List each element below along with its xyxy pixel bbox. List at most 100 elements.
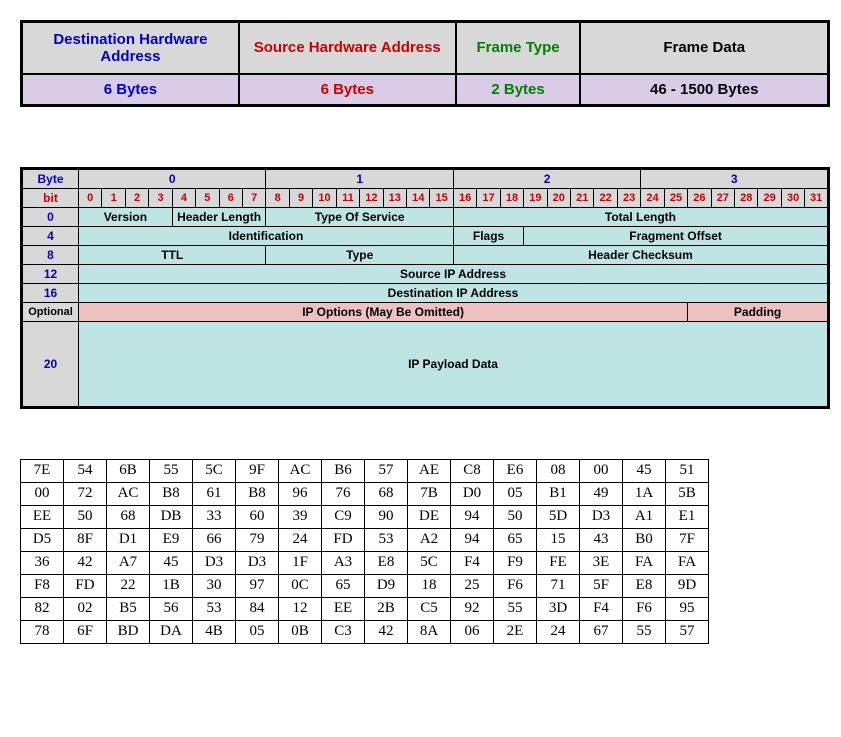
ip-bit-23: 23 bbox=[617, 188, 640, 207]
ip-bit-29: 29 bbox=[758, 188, 781, 207]
hex-cell: 9F bbox=[236, 459, 279, 482]
hex-cell: E9 bbox=[150, 528, 193, 551]
hex-cell: D0 bbox=[451, 482, 494, 505]
ip-byte-2: 2 bbox=[453, 168, 640, 188]
hex-cell: 2E bbox=[494, 620, 537, 643]
ip-byte-1: 1 bbox=[266, 168, 453, 188]
ip-field-flags: Flags bbox=[453, 226, 523, 245]
ip-field-ip-options-may-be-omitted-: IP Options (May Be Omitted) bbox=[79, 302, 688, 321]
hex-cell: F4 bbox=[451, 551, 494, 574]
hex-cell: 15 bbox=[537, 528, 580, 551]
hex-cell: 3D bbox=[537, 597, 580, 620]
hex-cell: FA bbox=[666, 551, 709, 574]
hex-cell: F4 bbox=[580, 597, 623, 620]
ip-field-ttl: TTL bbox=[79, 245, 266, 264]
ip-field-header-checksum: Header Checksum bbox=[453, 245, 828, 264]
hex-cell: 92 bbox=[451, 597, 494, 620]
hex-cell: 08 bbox=[537, 459, 580, 482]
hex-cell: 50 bbox=[494, 505, 537, 528]
hex-cell: 7E bbox=[21, 459, 64, 482]
ip-row-label-8: 8 bbox=[22, 245, 79, 264]
hex-cell: A1 bbox=[623, 505, 666, 528]
ip-bit-11: 11 bbox=[336, 188, 359, 207]
hex-cell: 42 bbox=[365, 620, 408, 643]
hex-cell: 18 bbox=[408, 574, 451, 597]
ip-row-label-4: 4 bbox=[22, 226, 79, 245]
eth-field-2: Frame Type bbox=[456, 22, 581, 74]
hex-cell: 1F bbox=[279, 551, 322, 574]
ip-field-type-of-service: Type Of Service bbox=[266, 207, 453, 226]
ip-bit-27: 27 bbox=[711, 188, 734, 207]
hex-cell: 65 bbox=[494, 528, 537, 551]
ip-bit-24: 24 bbox=[641, 188, 664, 207]
hex-cell: AC bbox=[107, 482, 150, 505]
hex-cell: 56 bbox=[150, 597, 193, 620]
hex-cell: 7B bbox=[408, 482, 451, 505]
hex-cell: AC bbox=[279, 459, 322, 482]
hex-cell: D1 bbox=[107, 528, 150, 551]
ip-bit-8: 8 bbox=[266, 188, 289, 207]
hex-cell: 8A bbox=[408, 620, 451, 643]
ip-bit-15: 15 bbox=[430, 188, 453, 207]
ip-bit-13: 13 bbox=[383, 188, 406, 207]
hex-cell: D3 bbox=[193, 551, 236, 574]
ip-bit-12: 12 bbox=[360, 188, 383, 207]
hex-cell: 53 bbox=[193, 597, 236, 620]
hex-cell: 4B bbox=[193, 620, 236, 643]
hex-cell: 79 bbox=[236, 528, 279, 551]
hex-cell: 82 bbox=[21, 597, 64, 620]
hex-cell: 45 bbox=[150, 551, 193, 574]
hex-cell: C9 bbox=[322, 505, 365, 528]
hex-cell: 96 bbox=[279, 482, 322, 505]
ip-row-label-16: 16 bbox=[22, 283, 79, 302]
hex-cell: D5 bbox=[21, 528, 64, 551]
hex-cell: FE bbox=[537, 551, 580, 574]
ip-field-fragment-offset: Fragment Offset bbox=[524, 226, 829, 245]
ip-bit-0: 0 bbox=[79, 188, 102, 207]
hex-cell: 12 bbox=[279, 597, 322, 620]
hex-cell: B0 bbox=[623, 528, 666, 551]
hex-cell: 1B bbox=[150, 574, 193, 597]
hex-cell: 24 bbox=[537, 620, 580, 643]
hex-cell: AE bbox=[408, 459, 451, 482]
hex-cell: 25 bbox=[451, 574, 494, 597]
ip-field-type: Type bbox=[266, 245, 453, 264]
ip-row-label-0: 0 bbox=[22, 207, 79, 226]
ip-bit-14: 14 bbox=[407, 188, 430, 207]
hex-cell: 54 bbox=[64, 459, 107, 482]
hex-cell: 05 bbox=[494, 482, 537, 505]
hex-cell: F8 bbox=[21, 574, 64, 597]
hex-cell: D9 bbox=[365, 574, 408, 597]
hex-dump-table: 7E546B555C9FACB657AEC8E6080045510072ACB8… bbox=[20, 459, 709, 644]
hex-cell: 22 bbox=[107, 574, 150, 597]
ip-field-header-length: Header Length bbox=[172, 207, 266, 226]
hex-cell: 61 bbox=[193, 482, 236, 505]
ip-field-identification: Identification bbox=[79, 226, 454, 245]
hex-cell: B8 bbox=[236, 482, 279, 505]
hex-cell: 30 bbox=[193, 574, 236, 597]
hex-cell: 3E bbox=[580, 551, 623, 574]
ip-field-version: Version bbox=[79, 207, 173, 226]
ethernet-frame-table: Destination Hardware AddressSource Hardw… bbox=[20, 20, 830, 107]
ip-bit-header-label: bit bbox=[22, 188, 79, 207]
hex-cell: 49 bbox=[580, 482, 623, 505]
hex-cell: 0B bbox=[279, 620, 322, 643]
hex-cell: 78 bbox=[21, 620, 64, 643]
ip-row-label-20: 20 bbox=[22, 321, 79, 407]
hex-cell: DA bbox=[150, 620, 193, 643]
hex-cell: 55 bbox=[494, 597, 537, 620]
hex-cell: B1 bbox=[537, 482, 580, 505]
hex-cell: 72 bbox=[64, 482, 107, 505]
hex-cell: 68 bbox=[365, 482, 408, 505]
hex-cell: 42 bbox=[64, 551, 107, 574]
ip-bit-28: 28 bbox=[735, 188, 758, 207]
hex-cell: B6 bbox=[322, 459, 365, 482]
hex-cell: 5B bbox=[666, 482, 709, 505]
hex-cell: 55 bbox=[150, 459, 193, 482]
ip-bit-31: 31 bbox=[805, 188, 829, 207]
eth-size-3: 46 - 1500 Bytes bbox=[580, 74, 828, 106]
hex-cell: B8 bbox=[150, 482, 193, 505]
hex-cell: 9D bbox=[666, 574, 709, 597]
hex-cell: DE bbox=[408, 505, 451, 528]
hex-cell: D3 bbox=[236, 551, 279, 574]
